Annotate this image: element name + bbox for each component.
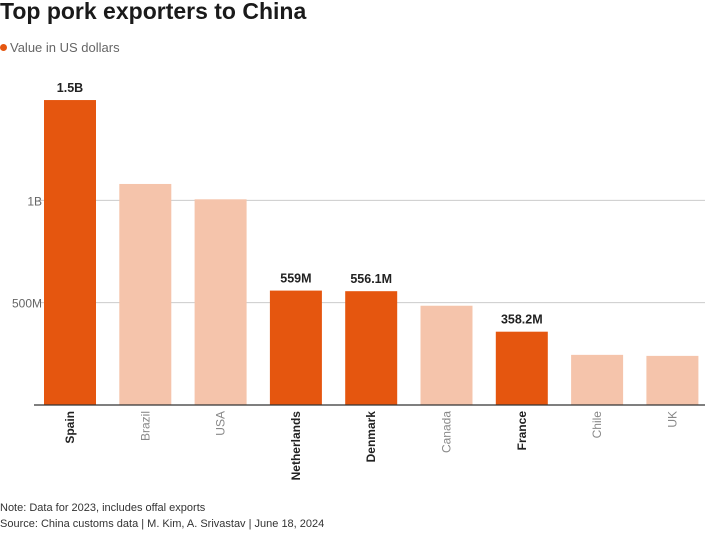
chart-note: Note: Data for 2023, includes offal expo… [0,502,206,514]
x-tick-label: Denmark [364,411,378,463]
bar-netherlands [269,290,322,405]
bar-denmark [345,291,398,405]
x-tick-label: UK [665,411,679,428]
chart-title: Top pork exporters to China [0,0,307,24]
bar-usa [194,199,247,405]
legend-label: Value in US dollars [10,40,120,55]
data-label: 1.5B [57,81,83,95]
data-label: 556.1M [350,272,392,286]
bar-brazil [119,183,172,405]
bar-france [495,331,548,405]
x-tick-label: Canada [440,411,454,453]
bar-chart: 500M 1B 1.5B Spain Brazil USA 559M Netherlands 5… [12,81,705,481]
data-label: 559M [280,272,311,286]
legend: Value in US dollars [0,40,120,55]
x-tick-label: USA [214,411,228,436]
x-tick-label: Brazil [138,411,152,441]
y-tick-label: 500M [12,297,42,311]
x-tick-label: Spain [63,411,77,444]
x-tick-label: Netherlands [289,411,303,481]
x-tick-label: Chile [590,411,604,439]
y-tick-label: 1B [27,194,42,208]
bar-chile [571,354,624,405]
x-tick-label: France [515,411,529,451]
bar-spain [44,100,96,406]
bar-uk [646,355,699,405]
legend-swatch [0,44,7,51]
bar-canada [420,305,473,405]
chart-source: Source: China customs data | M. Kim, A. … [0,518,325,530]
data-label: 358.2M [501,313,543,327]
